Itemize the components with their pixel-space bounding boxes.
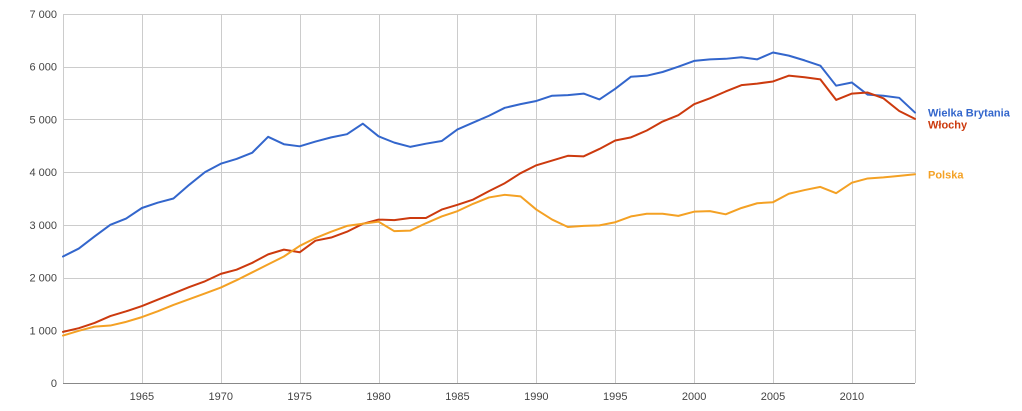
y-tick-label: 4 000	[29, 167, 57, 179]
series-label-0: Wielka Brytania	[928, 108, 1011, 120]
y-tick-label: 7 000	[29, 9, 57, 21]
x-tick-label: 1980	[366, 391, 390, 403]
grid	[63, 14, 916, 384]
axes: 0 1 000 2 000 3 000 4 000 5 000 6 000 7 000 1965…	[29, 9, 864, 403]
x-tick-label: 1965	[130, 391, 154, 403]
x-tick-label: 2005	[761, 391, 785, 403]
series-label-2: Polska	[928, 169, 964, 181]
x-tick-label: 1995	[603, 391, 627, 403]
x-tick-label: 2000	[682, 391, 706, 403]
y-tick-label: 2 000	[29, 273, 57, 285]
x-tick-label: 1985	[445, 391, 469, 403]
y-tick-label: 6 000	[29, 62, 57, 74]
y-tick-label: 3 000	[29, 220, 57, 232]
x-tick-label: 1970	[209, 391, 233, 403]
series-line-0	[62, 51, 916, 258]
x-tick-label: 1990	[524, 391, 548, 403]
y-tick-label: 1 000	[29, 325, 57, 337]
series-line-1	[62, 74, 916, 333]
y-tick-label: 0	[51, 378, 57, 390]
x-tick-label: 1975	[287, 391, 311, 403]
series-label-1: Włochy	[928, 120, 968, 132]
series-lines	[62, 51, 916, 337]
x-tick-label: 2010	[840, 391, 864, 403]
series-line-2	[62, 173, 916, 337]
y-tick-label: 5 000	[29, 114, 57, 126]
